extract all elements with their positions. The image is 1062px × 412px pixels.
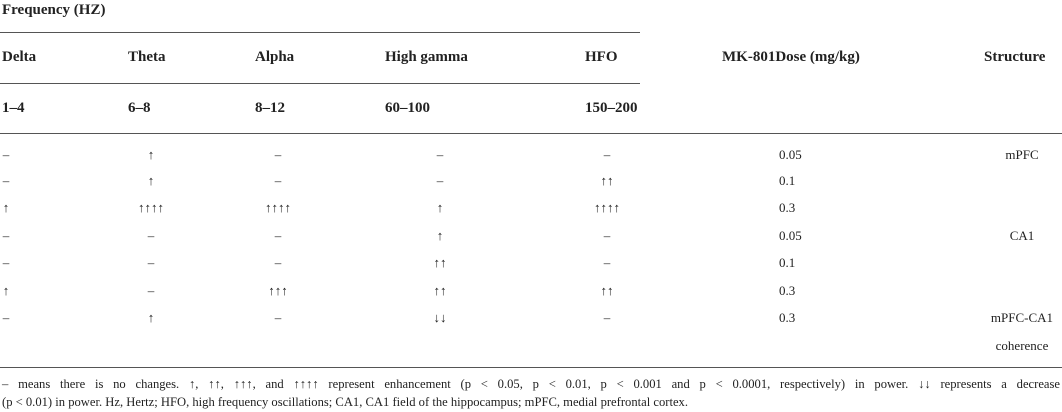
cell: – [147,255,155,270]
group-header: Frequency (HZ) [2,2,106,18]
band-name: HFO [585,49,618,65]
cell: – [2,228,10,243]
cell: – [603,147,611,162]
structure-cell: mPFC [1005,147,1039,162]
cell: – [147,228,155,243]
dose-cell: 0.1 [779,255,796,270]
footnote: – means there is no changes. ↑, ↑↑, ↑↑↑,… [2,377,1060,391]
rule [0,133,1062,134]
cell: – [603,228,611,243]
dose-cell: 0.1 [779,173,796,188]
dose-cell: 0.3 [779,283,796,298]
band-range: 8–12 [255,100,285,116]
band-name: Theta [128,49,166,65]
band-range: 60–100 [385,100,430,116]
cell: – [147,283,155,298]
cell: ↑ [147,173,155,188]
cell: – [2,173,10,188]
cell: ↑↑↑↑ [138,200,164,215]
cell: – [2,255,10,270]
cell: ↑ [147,310,155,325]
cell: ↑ [436,200,444,215]
cell: ↑ [147,147,155,162]
cell: ↑ [2,283,10,298]
structure-header: Structure [984,49,1046,65]
rule [0,32,640,33]
cell: – [274,255,282,270]
band-range: 6–8 [128,100,151,116]
dose-cell: 0.05 [779,147,802,162]
cell: – [274,228,282,243]
dose-cell: 0.3 [779,310,796,325]
band-range: 1–4 [2,100,25,116]
cell: ↓↓ [433,310,447,325]
cell: – [2,147,10,162]
cell: ↑↑ [433,283,447,298]
rule [0,367,1062,368]
band-range: 150–200 [585,100,638,116]
dose-header: MK-801Dose (mg/kg) [722,49,860,65]
cell: – [274,173,282,188]
dose-cell: 0.3 [779,200,796,215]
cell: ↑ [436,228,444,243]
cell: – [436,173,444,188]
cell: – [603,255,611,270]
rule [0,83,640,84]
cell: – [436,147,444,162]
cell: ↑↑↑ [268,283,288,298]
band-name: Alpha [255,49,295,65]
band-name: Delta [2,49,37,65]
cell: ↑↑ [600,283,614,298]
cell: ↑ [2,200,10,215]
cell: – [274,310,282,325]
cell: ↑↑ [433,255,447,270]
dose-cell: 0.05 [779,228,802,243]
cell: ↑↑ [600,173,614,188]
structure-cell: CA1 [1009,228,1035,243]
cell: ↑↑↑↑ [265,200,291,215]
structure-cell: mPFC-CA1 coherence [990,310,1054,353]
cell: ↑↑↑↑ [594,200,620,215]
band-name: High gamma [385,49,468,65]
cell: – [603,310,611,325]
cell: – [274,147,282,162]
footnote: (p < 0.01) in power. Hz, Hertz; HFO, hig… [2,395,688,409]
cell: – [2,310,10,325]
